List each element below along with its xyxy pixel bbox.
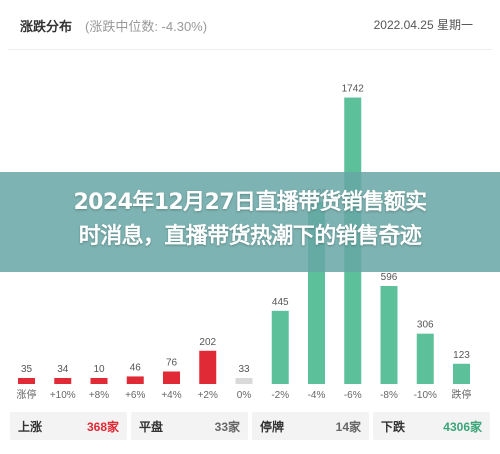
bar-+2% [199,350,217,384]
bar-+4% [163,371,180,384]
data-label: 76 [166,358,178,369]
data-label: 10 [93,364,105,375]
bar-+8% [90,378,108,384]
stat-value: 33家 [214,419,240,434]
stat-value: 368家 [86,419,119,434]
chart-header: 涨跌分布 (涨跌中位数: -4.30%) 2022.04.25 星期一 [0,0,500,48]
x-tick-label: -6% [344,390,362,401]
stat-label: 下跌 [381,419,406,434]
data-label: 123 [453,350,470,361]
stat-value: 4306家 [443,419,482,434]
headline-banner: 2024年12月27日直播带货销售额实 时消息，直播带货热潮下的销售奇迹 [0,172,500,272]
x-tick-label: -8% [380,390,398,401]
x-tick-label: +2% [198,390,218,401]
distribution-bar-chart: 35 涨停 34 +10% 10 +8% 46 +6% 76 +4% 202 +2% 33 0% 445 -2… [17,84,472,401]
x-tick-label: +4% [161,390,181,401]
stat-rising: 上涨 368家 [10,412,127,440]
stat-label: 停牌 [260,419,285,434]
x-tick-label: +10% [50,390,76,401]
headline-line-2: 时消息，直播带货热潮下的销售奇迹 [78,224,422,249]
chart-title: 涨跌分布 [20,19,73,34]
bar-涨停 [18,378,35,384]
headline-text: 2024年12月27日直播带货销售额实 时消息，直播带货热潮下的销售奇迹 [0,186,500,254]
data-label: 46 [130,362,142,373]
stat-falling: 下跌 4306家 [373,412,490,440]
bar-+10% [54,378,72,384]
data-label: 596 [381,272,398,283]
bar--10% [416,333,434,384]
x-tick-label: 涨停 [17,388,37,401]
x-tick-label: -4% [308,390,326,401]
x-tick-label: +8% [89,390,109,401]
data-label: 33 [238,364,250,375]
summary-bar: 上涨 368家 平盘 33家 停牌 14家 下跌 4306家 [10,412,490,440]
headline-line-1: 2024年12月27日直播带货销售额实 [73,190,427,215]
date-label: 2022.04.25 星期一 [373,18,473,32]
bar--8% [380,285,398,384]
x-tick-label: -10% [414,390,437,401]
bar-+6% [126,376,144,384]
data-label: 1742 [342,84,365,95]
data-label: 306 [417,320,434,331]
x-tick-label: +6% [125,390,145,401]
data-label: 34 [57,364,69,375]
stat-label: 平盘 [139,419,164,434]
data-label: 35 [21,364,33,375]
x-tick-label: 0% [237,390,252,401]
header-divider [8,49,492,50]
median-change-label: (涨跌中位数: -4.30%) [85,19,208,34]
stat-suspended: 停牌 14家 [252,412,369,440]
x-tick-label: 跌停 [452,388,472,401]
bar--2% [271,310,289,384]
stat-value: 14家 [335,419,361,434]
bar-0% [235,378,253,384]
stat-label: 上涨 [18,419,43,434]
data-label: 202 [199,337,216,348]
x-tick-label: -2% [271,390,289,401]
stat-flat: 平盘 33家 [131,412,248,440]
data-label: 445 [272,297,289,308]
bar-跌停 [453,363,470,384]
